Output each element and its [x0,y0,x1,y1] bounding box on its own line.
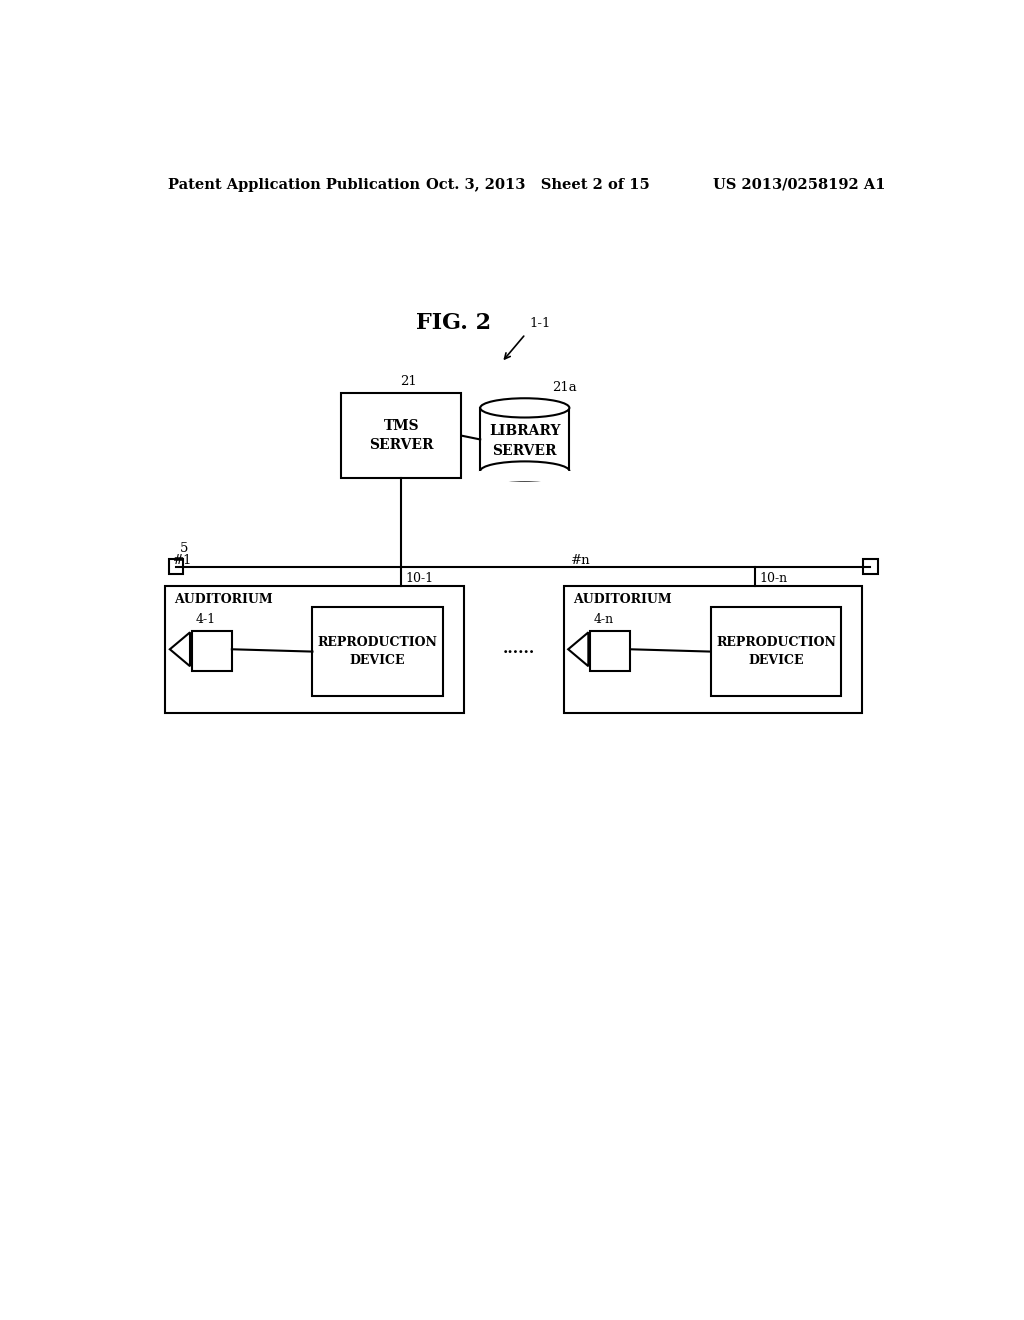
Ellipse shape [480,399,569,417]
Text: 1-1: 1-1 [529,317,551,330]
Text: 4-n: 4-n [594,614,614,626]
Text: REPRODUCTION
DEVICE: REPRODUCTION DEVICE [317,636,437,667]
Text: TMS
SERVER: TMS SERVER [369,418,433,453]
Bar [563,586,862,713]
Text: 4-1: 4-1 [196,614,215,626]
Text: FIG. 2: FIG. 2 [416,313,492,334]
Text: 21a: 21a [552,381,577,395]
Text: 10-1: 10-1 [406,572,434,585]
Text: REPRODUCTION
DEVICE: REPRODUCTION DEVICE [716,636,836,667]
Text: 10-n: 10-n [760,572,787,585]
Text: 21: 21 [400,375,418,388]
Bar [341,393,461,478]
Text: AUDITORIUM: AUDITORIUM [174,594,273,606]
Bar [590,631,630,671]
Text: AUDITORIUM: AUDITORIUM [572,594,672,606]
Bar [863,560,878,574]
Bar [711,607,841,696]
Text: #n: #n [571,553,591,566]
Text: LIBRARY
SERVER: LIBRARY SERVER [489,424,560,458]
Bar [165,586,464,713]
Text: #1: #1 [173,553,193,566]
Bar [478,471,571,482]
Text: US 2013/0258192 A1: US 2013/0258192 A1 [713,178,886,191]
Ellipse shape [480,462,569,480]
Bar [169,560,183,574]
Text: Oct. 3, 2013   Sheet 2 of 15: Oct. 3, 2013 Sheet 2 of 15 [426,178,650,191]
Text: Patent Application Publication: Patent Application Publication [168,178,420,191]
Text: ......: ...... [503,643,536,656]
Text: 5: 5 [180,543,188,554]
Bar [191,631,231,671]
Bar [312,607,442,696]
